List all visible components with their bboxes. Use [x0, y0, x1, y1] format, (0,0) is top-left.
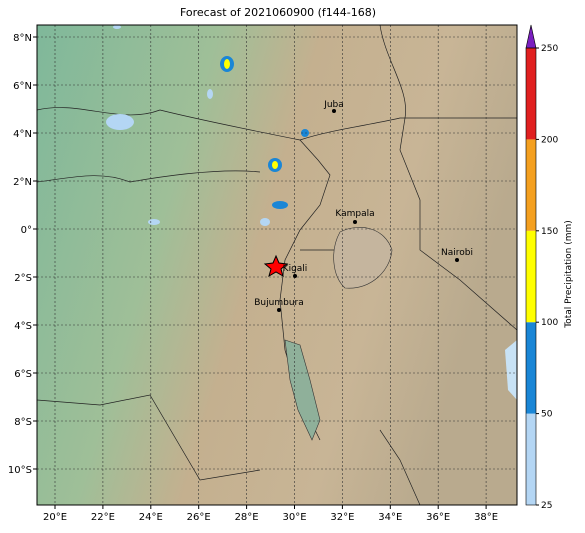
lon-label: 22°E [91, 512, 115, 523]
lat-label: 2°N [13, 177, 32, 188]
lon-label: 32°E [330, 512, 354, 523]
map-frame [36, 24, 518, 506]
colorbar-tick-label: 25 [541, 501, 552, 511]
colorbar-tick-label: 100 [541, 318, 558, 328]
lat-label: 10°S [8, 465, 32, 476]
lon-label: 28°E [235, 512, 259, 523]
lon-label: 38°E [474, 512, 498, 523]
city-label: Kampala [335, 209, 374, 219]
city-dot [332, 109, 336, 113]
colorbar-tick-label: 150 [541, 227, 558, 237]
colorbar-band [526, 322, 536, 414]
lon-label: 34°E [378, 512, 402, 523]
colorbar-frame [525, 47, 537, 506]
colorbar-extend [525, 24, 537, 49]
title: Forecast of 2021060900 (f144-168) [180, 6, 376, 19]
star-marker [263, 254, 289, 278]
colorbar-band [526, 413, 536, 505]
city-label: Bujumbura [254, 298, 303, 308]
colorbar-band [526, 230, 536, 323]
lon-label: 24°E [139, 512, 163, 523]
lat-label: 6°N [13, 81, 32, 92]
colorbar-tick-label: 50 [541, 410, 553, 420]
lon-label: 20°E [43, 512, 67, 523]
lat-label: 4°S [14, 321, 32, 332]
colorbar-band [526, 139, 536, 231]
borders [36, 24, 518, 506]
lat-label: 8°S [14, 417, 32, 428]
city-dot [353, 220, 357, 224]
lake-tanganyika [284, 339, 321, 441]
lat-label: 0° [21, 225, 32, 236]
city-dot [277, 308, 281, 312]
graticule: 20°E 22°E 24°E 26°E 28°E 30°E 32°E 34°E 36°E 38°E… [8, 25, 517, 523]
lon-label: 30°E [282, 512, 306, 523]
lat-label: 6°S [14, 369, 32, 380]
city-dot [455, 258, 459, 262]
colorbar-label: Total Precipitation (mm) [564, 220, 574, 329]
lon-label: 36°E [426, 512, 450, 523]
city-label: Juba [323, 100, 344, 110]
colorbar-band [526, 48, 536, 140]
colorbar-tick-label: 250 [541, 44, 558, 54]
city-label: Kigali [283, 264, 308, 274]
lon-label: 26°E [187, 512, 211, 523]
lat-label: 2°S [14, 273, 32, 284]
lat-label: 4°N [13, 129, 32, 140]
city-label: Nairobi [441, 248, 473, 258]
ocean [505, 340, 517, 400]
lat-label: 8°N [13, 33, 32, 44]
colorbar: 25 50 100 150 200 250 [525, 24, 558, 511]
city-dot [293, 274, 297, 278]
precip-cells [106, 25, 309, 226]
colorbar-tick-label: 200 [541, 135, 558, 145]
